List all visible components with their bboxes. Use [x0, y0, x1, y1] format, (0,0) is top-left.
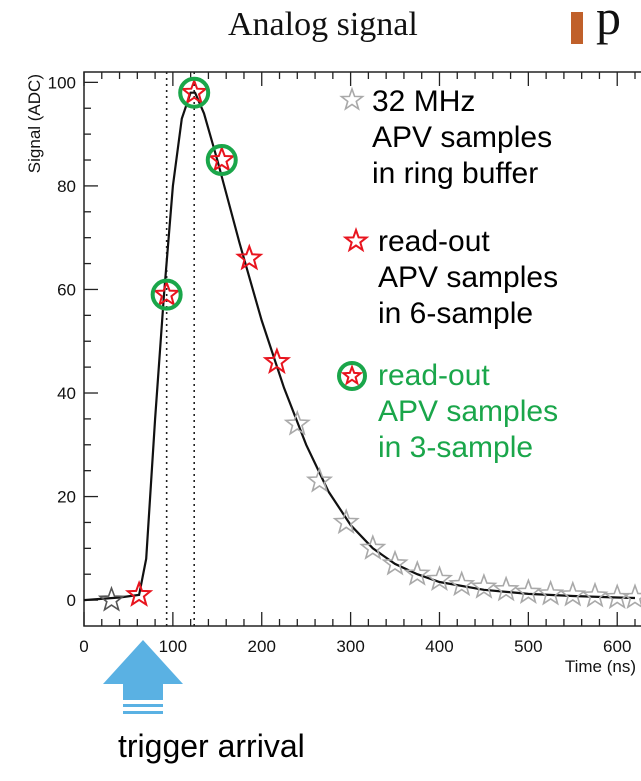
green-circle-point	[150, 278, 183, 311]
legend-green-red-star-icon	[340, 364, 364, 386]
gray-star-point	[448, 570, 476, 597]
y-tick-label: 0	[67, 591, 76, 610]
gray-star-point	[536, 579, 565, 606]
corner-letter: p	[596, 0, 621, 45]
green-circle-point	[205, 144, 238, 177]
legend-line: in ring buffer	[372, 157, 539, 190]
gray-star-point	[603, 583, 631, 610]
x-tick-label: 0	[79, 637, 88, 656]
gray-star-point	[283, 409, 311, 436]
red-star-point	[180, 77, 209, 105]
gray-star-point	[332, 508, 360, 535]
legend-green-circle-icon	[337, 361, 367, 391]
gray-star-point	[381, 549, 409, 576]
gray-star-point	[97, 585, 126, 612]
x-tick-label: 500	[514, 637, 542, 656]
gray-star-point	[621, 583, 641, 610]
trigger-arrow-stripe	[123, 711, 163, 714]
gray-star-point	[559, 580, 587, 607]
bullet-marker	[571, 12, 583, 44]
gray-star-point	[492, 575, 520, 602]
legend-line: APV samples	[378, 261, 559, 294]
plot-frame	[83, 71, 641, 627]
green-circle-point	[178, 76, 211, 109]
legend-entry-ring-buffer: 32 MHz APV samples in ring buffer	[372, 84, 552, 192]
gray-star-point	[403, 559, 431, 586]
legend-line: APV samples	[378, 395, 559, 428]
y-tick-label: 60	[57, 280, 76, 299]
gray-star-point	[581, 581, 609, 608]
gray-star-point	[425, 565, 454, 591]
gray-star-point	[514, 577, 543, 605]
x-tick-label: 200	[248, 637, 276, 656]
gray-star-point	[305, 466, 334, 493]
red-star-point	[152, 279, 181, 307]
y-tick-label: 40	[57, 384, 76, 403]
x-tick-label: 600	[603, 637, 631, 656]
red-star-point	[124, 579, 154, 607]
red-star-point	[235, 243, 264, 271]
gray-star-point	[470, 572, 498, 599]
y-tick-label: 20	[57, 488, 76, 507]
y-tick-label: 80	[57, 177, 76, 196]
trigger-arrival-label: trigger arrival	[118, 728, 305, 764]
x-tick-label: 100	[159, 637, 187, 656]
red-star-point	[207, 145, 236, 173]
legend-line: read-out	[378, 359, 490, 392]
legend-entry-3-sample: read-out APV samples in 3-sample	[378, 358, 558, 466]
trigger-arrow-stripe	[123, 704, 163, 707]
y-axis-label: Signal (ADC)	[25, 74, 44, 173]
chart-title: Analog signal	[228, 6, 418, 43]
x-tick-label: 300	[336, 637, 364, 656]
gray-star-point	[359, 533, 387, 560]
x-axis-label: Time (ns)	[565, 657, 636, 676]
pulse-curve	[83, 91, 636, 602]
legend-line: in 6-sample	[378, 297, 534, 330]
legend-line: 32 MHz	[372, 85, 476, 118]
legend-line: APV samples	[372, 121, 553, 154]
x-tick-label: 400	[425, 637, 453, 656]
red-star-point	[262, 347, 292, 375]
legend-red-star-icon	[342, 226, 370, 253]
legend-line: read-out	[378, 225, 490, 258]
legend-line: in 3-sample	[378, 431, 534, 464]
y-tick-label: 100	[48, 73, 76, 92]
trigger-arrow-icon	[103, 640, 183, 700]
legend-entry-6-sample: read-out APV samples in 6-sample	[378, 224, 558, 332]
legend-gray-star-icon	[339, 86, 365, 111]
